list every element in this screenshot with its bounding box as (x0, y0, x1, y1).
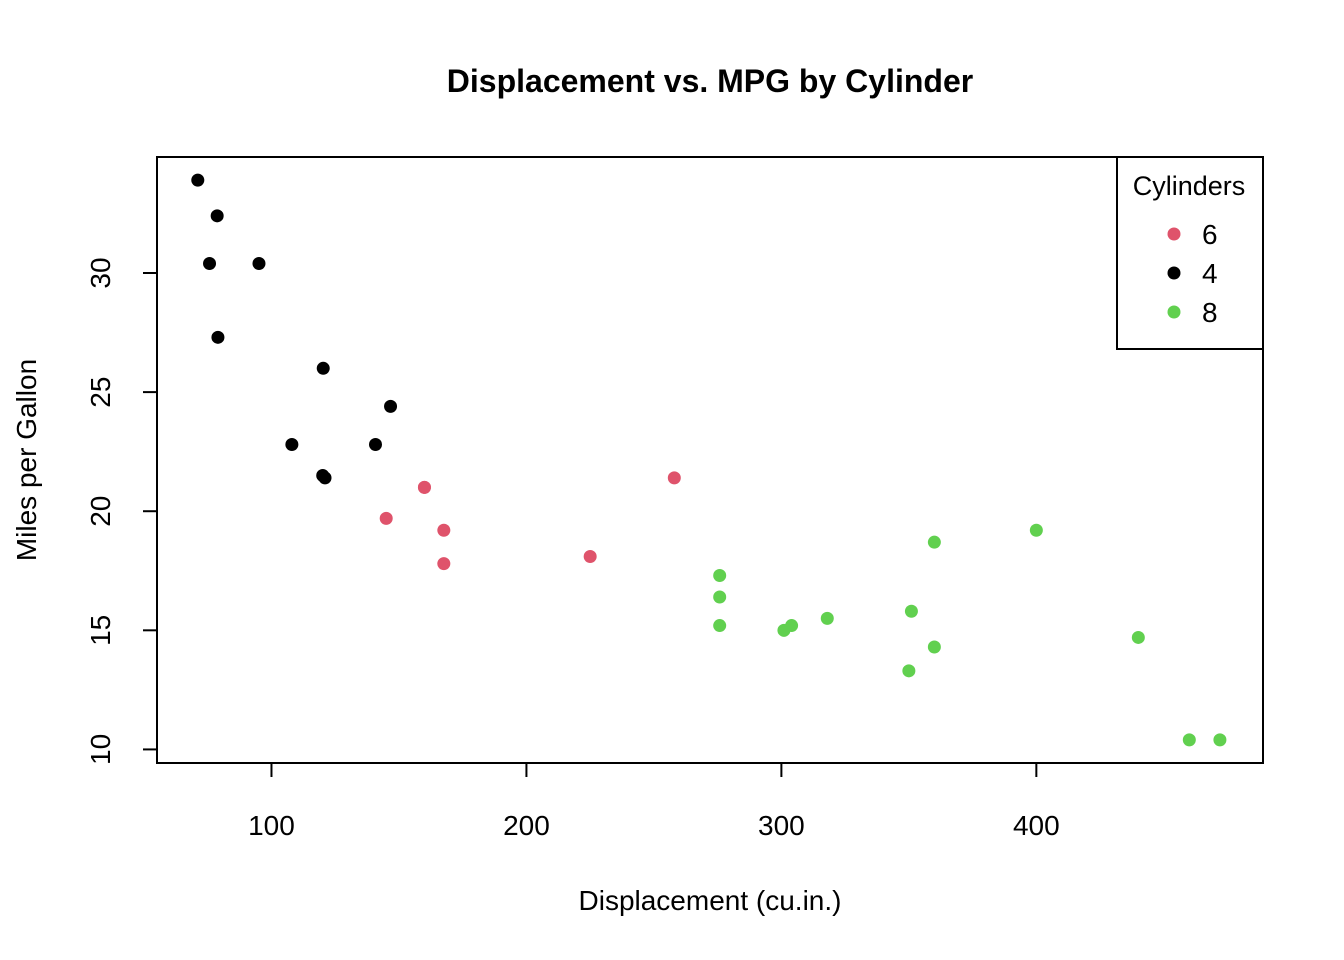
data-point-cyl-8 (1182, 733, 1196, 747)
legend-marker (1167, 227, 1181, 241)
legend-label: 6 (1202, 219, 1218, 250)
data-point-cyl-8 (777, 623, 791, 637)
data-point-cyl-8 (820, 611, 834, 625)
data-point-cyl-8 (904, 604, 918, 618)
x-tick-label: 300 (758, 810, 805, 841)
data-point-cyl-8 (1213, 733, 1227, 747)
legend-label: 4 (1202, 258, 1218, 289)
data-point-cyl-4 (316, 361, 330, 375)
y-tick-label: 25 (85, 377, 116, 408)
y-tick-label: 20 (85, 496, 116, 527)
data-point-cyl-4 (210, 209, 224, 223)
plot-frame (156, 156, 1264, 764)
data-point-cyl-8 (1131, 630, 1145, 644)
legend: Cylinders 6 4 8 (1116, 156, 1264, 350)
data-point-cyl-6 (667, 471, 681, 485)
data-point-cyl-8 (713, 619, 727, 633)
chart-title: Displacement vs. MPG by Cylinder (447, 63, 973, 99)
x-axis-label: Displacement (cu.in.) (579, 885, 842, 916)
data-point-cyl-6 (437, 557, 451, 571)
data-point-cyl-8 (1029, 523, 1043, 537)
y-tick-label: 15 (85, 615, 116, 646)
legend-marker (1167, 266, 1181, 280)
y-tick-label: 10 (85, 734, 116, 765)
data-point-cyl-8 (902, 664, 916, 678)
data-point-cyl-4 (203, 256, 217, 270)
x-axis: 100 200 300 400 (248, 762, 1060, 841)
data-point-cyl-4 (191, 173, 205, 187)
legend-marker (1167, 305, 1181, 319)
data-point-cyl-8 (927, 640, 941, 654)
legend-label: 8 (1202, 297, 1218, 328)
data-point-cyl-8 (713, 590, 727, 604)
x-tick-label: 100 (248, 810, 295, 841)
data-point-cyl-6 (583, 549, 597, 563)
data-point-cyl-4 (252, 256, 266, 270)
data-point-cyl-4 (285, 438, 299, 452)
x-tick-label: 200 (503, 810, 550, 841)
data-point-cyl-8 (927, 535, 941, 549)
data-point-cyl-6 (417, 480, 431, 494)
y-axis: 10 15 20 25 30 (85, 257, 158, 765)
data-point-cyl-4 (318, 471, 332, 485)
data-point-cyl-8 (713, 569, 727, 583)
legend-box (1116, 156, 1264, 350)
data-points (191, 173, 1227, 747)
legend-title: Cylinders (1133, 171, 1246, 201)
data-point-cyl-6 (437, 523, 451, 537)
y-axis-label: Miles per Gallon (11, 359, 42, 561)
data-point-cyl-4 (368, 438, 382, 452)
data-point-cyl-4 (211, 330, 225, 344)
x-tick-label: 400 (1013, 810, 1060, 841)
y-tick-label: 30 (85, 257, 116, 288)
data-point-cyl-4 (384, 399, 398, 413)
legend-entries: 6 4 8 (1167, 219, 1218, 328)
data-point-cyl-6 (379, 511, 393, 525)
